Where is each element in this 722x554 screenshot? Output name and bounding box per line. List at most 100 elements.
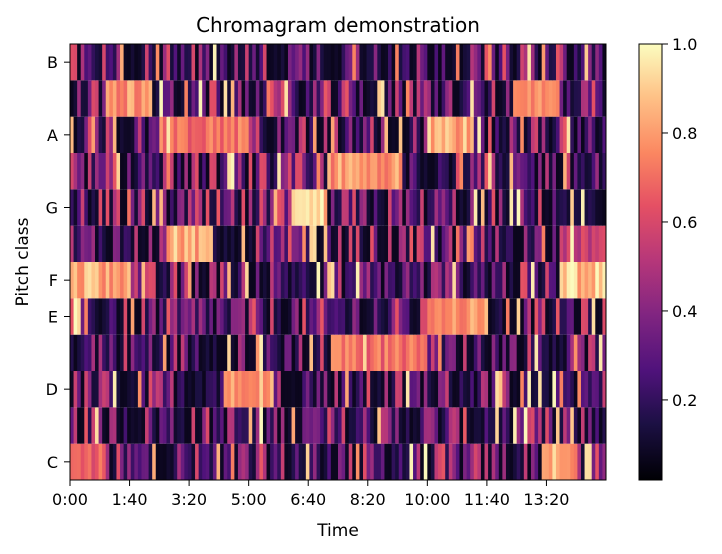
heatmap-cell bbox=[552, 371, 557, 408]
heatmap-cell bbox=[91, 334, 96, 371]
heatmap-cell bbox=[552, 298, 557, 335]
heatmap-cell bbox=[145, 189, 150, 226]
heatmap-cell bbox=[220, 407, 225, 444]
heatmap-cell bbox=[409, 225, 414, 262]
heatmap-cell bbox=[120, 116, 124, 153]
heatmap-cell bbox=[137, 407, 142, 444]
heatmap-cell bbox=[427, 334, 432, 371]
heatmap-cell bbox=[320, 298, 325, 335]
heatmap-cell bbox=[473, 334, 478, 371]
heatmap-cell bbox=[466, 298, 471, 335]
heatmap-cell bbox=[570, 80, 575, 117]
heatmap-cell bbox=[398, 443, 403, 480]
heatmap-cell bbox=[405, 80, 410, 117]
heatmap-cell bbox=[541, 116, 546, 153]
heatmap-cell bbox=[270, 153, 275, 190]
heatmap-cell bbox=[273, 298, 278, 335]
heatmap-cell bbox=[234, 225, 239, 262]
heatmap-cell bbox=[73, 407, 78, 444]
heatmap-cell bbox=[423, 225, 428, 262]
heatmap-cell bbox=[270, 334, 275, 371]
heatmap-cell bbox=[427, 262, 432, 299]
heatmap-cell bbox=[570, 225, 575, 262]
heatmap-cell bbox=[352, 443, 357, 480]
heatmap-cell bbox=[248, 189, 253, 226]
heatmap-cell bbox=[498, 407, 503, 444]
heatmap-cell bbox=[252, 407, 257, 444]
heatmap-cell bbox=[370, 153, 375, 190]
heatmap-cell bbox=[241, 44, 246, 81]
heatmap-cell bbox=[377, 116, 382, 153]
heatmap-cell bbox=[420, 262, 425, 299]
heatmap-cell bbox=[298, 189, 303, 226]
heatmap-cell bbox=[187, 80, 192, 117]
heatmap-cell bbox=[455, 443, 460, 480]
heatmap-cell bbox=[148, 153, 153, 190]
heatmap-cell bbox=[205, 80, 210, 117]
heatmap-cell bbox=[470, 334, 475, 371]
heatmap-cell bbox=[595, 407, 600, 444]
heatmap-cell bbox=[109, 153, 114, 190]
heatmap-cell bbox=[413, 407, 418, 444]
heatmap-cell bbox=[345, 44, 350, 81]
heatmap-cell bbox=[534, 189, 539, 226]
heatmap-cell bbox=[530, 189, 535, 226]
heatmap-cell bbox=[548, 262, 553, 299]
heatmap-cell bbox=[570, 44, 575, 81]
heatmap-cell bbox=[448, 334, 453, 371]
heatmap-cell bbox=[291, 407, 296, 444]
heatmap-cell bbox=[598, 262, 603, 299]
heatmap-cell bbox=[241, 153, 246, 190]
heatmap-cell bbox=[591, 153, 596, 190]
heatmap-cell bbox=[287, 334, 292, 371]
heatmap-cell bbox=[202, 153, 207, 190]
heatmap-cell bbox=[420, 443, 425, 480]
heatmap-cell bbox=[95, 80, 99, 117]
heatmap-cell bbox=[148, 443, 153, 480]
heatmap-cell bbox=[434, 189, 439, 226]
heatmap-cell bbox=[555, 44, 560, 81]
heatmap-cell bbox=[298, 371, 303, 408]
heatmap-cell bbox=[448, 407, 453, 444]
heatmap-cell bbox=[116, 407, 121, 444]
heatmap-cell bbox=[312, 262, 317, 299]
heatmap-cell bbox=[591, 262, 596, 299]
heatmap-cell bbox=[513, 153, 518, 190]
heatmap-cell bbox=[170, 298, 175, 335]
heatmap-cell bbox=[305, 116, 310, 153]
heatmap-cell bbox=[595, 153, 600, 190]
heatmap-cell bbox=[280, 225, 285, 262]
heatmap-cell bbox=[84, 189, 89, 226]
heatmap-cell bbox=[366, 80, 371, 117]
heatmap-cell bbox=[248, 225, 253, 262]
heatmap-cell bbox=[434, 262, 439, 299]
heatmap-cell bbox=[430, 371, 435, 408]
heatmap-cell bbox=[316, 371, 321, 408]
heatmap-cell bbox=[573, 407, 578, 444]
heatmap-cell bbox=[413, 443, 418, 480]
heatmap-cell bbox=[159, 298, 164, 335]
heatmap-cell bbox=[405, 225, 410, 262]
heatmap-cell bbox=[484, 371, 489, 408]
heatmap-cell bbox=[520, 334, 525, 371]
heatmap-cell bbox=[123, 80, 128, 117]
heatmap-cell bbox=[448, 298, 453, 335]
heatmap-cell bbox=[548, 44, 553, 81]
heatmap-cell bbox=[130, 153, 135, 190]
heatmap-cell bbox=[162, 262, 167, 299]
heatmap-cell bbox=[87, 407, 92, 444]
heatmap-cell bbox=[463, 189, 468, 226]
heatmap-cell bbox=[84, 153, 89, 190]
heatmap-cell bbox=[270, 116, 275, 153]
heatmap-cell bbox=[359, 298, 364, 335]
heatmap-cell bbox=[95, 189, 99, 226]
heatmap-cell bbox=[355, 262, 360, 299]
heatmap-cell bbox=[170, 443, 175, 480]
heatmap-cell bbox=[227, 298, 232, 335]
heatmap-cell bbox=[577, 116, 582, 153]
heatmap-cell bbox=[162, 44, 167, 81]
heatmap-cell bbox=[305, 443, 310, 480]
heatmap-cell bbox=[538, 371, 543, 408]
heatmap-cell bbox=[155, 225, 160, 262]
heatmap-cell bbox=[323, 80, 328, 117]
